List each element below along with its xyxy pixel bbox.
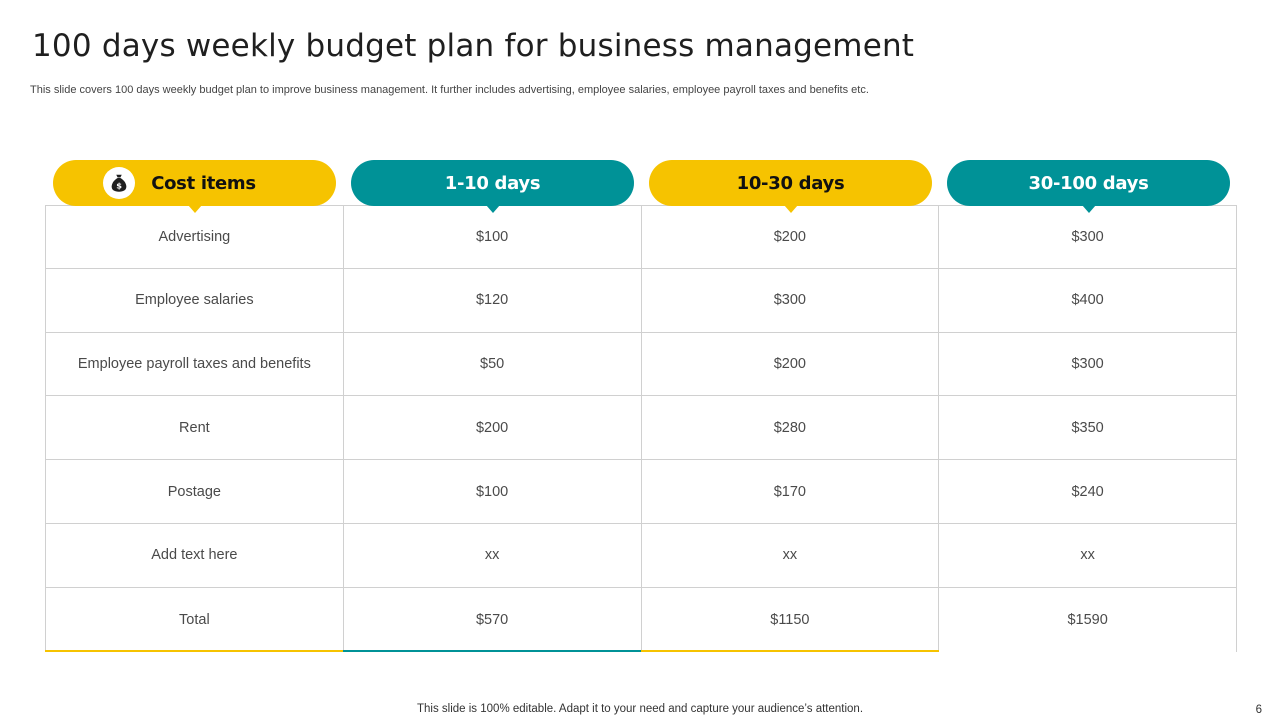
table-cell: $100 xyxy=(344,460,642,523)
accent-bar-teal xyxy=(343,650,641,652)
table-cell: Total xyxy=(46,587,344,652)
header-cost-items: $ Cost items xyxy=(53,160,336,213)
table-cell: Employee payroll taxes and benefits xyxy=(46,332,344,396)
slide-subtitle: This slide covers 100 days weekly budget… xyxy=(30,84,869,96)
table-cell: $200 xyxy=(642,332,940,396)
table-cell: $50 xyxy=(344,332,642,396)
header-pointer xyxy=(485,205,500,213)
table-bottom-accent xyxy=(45,650,1237,652)
table-row: Employee payroll taxes and benefits $50 … xyxy=(46,332,1236,397)
table-cell: $350 xyxy=(1071,419,1104,436)
table-row: Add text here xx xx xx xyxy=(46,523,1236,588)
table-cell: xx xyxy=(344,523,642,587)
header-label: 30-100 days xyxy=(1028,172,1149,194)
table-cell: Advertising xyxy=(46,206,344,268)
table-cell: xx xyxy=(1080,547,1095,564)
table-cell: Employee salaries xyxy=(46,268,344,332)
header-pointer xyxy=(783,205,798,213)
svg-text:$: $ xyxy=(116,181,122,191)
table-cell: $120 xyxy=(344,268,642,332)
header-1-10-days: 1-10 days xyxy=(351,160,634,213)
table-row: Employee salaries $120 $300 $400 xyxy=(46,268,1236,333)
table-cell: xx xyxy=(642,523,940,587)
table-cell: Add text here xyxy=(46,523,344,587)
table-row: Rent $200 $280 $350 xyxy=(46,396,1236,461)
table-row: Advertising $100 $200 $300 xyxy=(46,205,1236,269)
header-pointer xyxy=(1081,205,1096,213)
table-cell: $300 xyxy=(1071,228,1104,245)
header-pointer xyxy=(187,205,202,213)
table-cell: $170 xyxy=(642,460,940,523)
budget-table: Advertising $100 $200 $300 Employee sala… xyxy=(45,205,1237,652)
table-cell: Rent xyxy=(46,396,344,460)
table-cell: $570 xyxy=(344,587,642,652)
table-cell: $240 xyxy=(1071,483,1104,500)
table-cell: $400 xyxy=(1071,292,1104,309)
table-cell: $280 xyxy=(642,396,940,460)
table-cell: Postage xyxy=(46,460,344,523)
money-bag-icon: $ xyxy=(103,167,136,199)
header-label: 1-10 days xyxy=(444,172,541,194)
accent-bar-yellow xyxy=(641,650,939,652)
table-cell: $1150 xyxy=(642,587,940,652)
slide-title: 100 days weekly budget plan for business… xyxy=(32,28,915,64)
slide-footer: This slide is 100% editable. Adapt it to… xyxy=(416,703,864,715)
table-cell: $200 xyxy=(642,206,940,268)
table-cell: $300 xyxy=(1071,355,1104,372)
accent-bar-yellow xyxy=(45,650,343,652)
accent-bar-empty xyxy=(939,650,1237,652)
header-10-30-days: 10-30 days xyxy=(649,160,932,213)
header-label: Cost items xyxy=(151,172,256,194)
header-label: 10-30 days xyxy=(736,172,845,194)
table-row: Postage $100 $170 $240 xyxy=(46,460,1236,524)
table-cell: $300 xyxy=(642,268,940,332)
table-row-total: Total $570 $1150 $1590 xyxy=(46,587,1236,652)
table-cell: $100 xyxy=(344,206,642,268)
table-cell: $200 xyxy=(344,396,642,460)
header-30-100-days: 30-100 days xyxy=(947,160,1230,213)
table-cell: $1590 xyxy=(1067,611,1108,628)
page-number: 6 xyxy=(1255,704,1262,716)
